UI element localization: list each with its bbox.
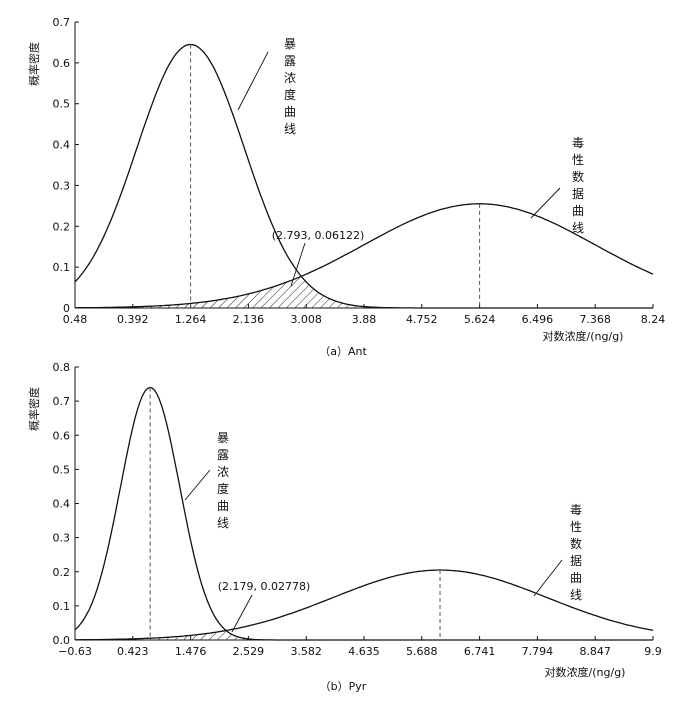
exposure-curve-label-char: 曲 xyxy=(217,499,229,513)
y-tick-label: 0.4 xyxy=(53,498,71,511)
exposure-curve-label-char: 度 xyxy=(284,87,296,102)
intersection-label: (2.793, 0.06122) xyxy=(272,229,365,242)
y-tick-label: 0.2 xyxy=(53,220,71,233)
x-axis-label: 对数浓度/(ng/g) xyxy=(545,665,626,679)
toxicity-curve-label-char: 数 xyxy=(570,536,582,551)
toxicity-curve-label-char: 性 xyxy=(572,153,584,167)
intersection-leader-line xyxy=(290,242,306,287)
x-tick-label: 0.392 xyxy=(117,313,149,326)
intersection-leader-line xyxy=(231,594,253,633)
x-tick-label: 2.136 xyxy=(233,313,265,326)
panel-caption: （a）Ant xyxy=(319,345,367,358)
toxicity-curve-label-char: 据 xyxy=(572,187,584,201)
toxicity-curve-label-char: 毒 xyxy=(572,136,584,150)
exposure-curve-label-char: 暴 xyxy=(217,431,229,445)
y-tick-label: 0.4 xyxy=(53,139,71,152)
x-tick-label: 6.741 xyxy=(464,645,496,658)
toxicity-leader-line xyxy=(530,187,561,219)
toxicity-curve xyxy=(75,569,654,641)
y-axis-label: 概率密度 xyxy=(27,42,41,86)
x-tick-label: 5.688 xyxy=(406,645,438,658)
exposure-curve-label-char: 浓 xyxy=(217,465,229,479)
toxicity-curve xyxy=(75,203,654,309)
chart-panel-1: 0.0 0.1 0.2 0.3 0.4 0.5 0.6 0.7 0.8 −0.63 0.423 1.4… xyxy=(27,361,662,693)
exposure-curve-label-char: 度 xyxy=(217,481,229,496)
x-tick-label: 7.794 xyxy=(522,645,554,658)
y-tick-label: 0.5 xyxy=(53,98,71,111)
exposure-curve-label-char: 线 xyxy=(284,122,296,136)
x-tick-label: 0.48 xyxy=(63,313,88,326)
exposure-leader-line xyxy=(237,51,269,111)
x-axis-label: 对数浓度/(ng/g) xyxy=(543,329,624,343)
y-tick-label: 0.5 xyxy=(53,463,71,476)
exposure-curve-label-char: 露 xyxy=(217,448,229,462)
y-tick-label: 0.3 xyxy=(53,532,71,545)
toxicity-curve-label-char: 线 xyxy=(572,221,584,235)
toxicity-curve-label-char: 曲 xyxy=(570,571,582,585)
overlap-area xyxy=(75,630,653,640)
toxicity-curve-label-char: 数 xyxy=(572,169,584,184)
x-tick-label: 2.529 xyxy=(233,645,265,658)
y-tick-label: 0.1 xyxy=(53,261,71,274)
exposure-curve-label-char: 浓 xyxy=(284,71,296,85)
x-tick-label: 5.624 xyxy=(464,313,496,326)
toxicity-curve-label-char: 曲 xyxy=(572,204,584,218)
y-tick-label: 0 xyxy=(63,302,70,315)
x-tick-label: 0.423 xyxy=(117,645,149,658)
y-tick-label: 0.6 xyxy=(53,57,71,70)
exposure-curve-label-char: 曲 xyxy=(284,105,296,119)
x-tick-label: 3.582 xyxy=(290,645,322,658)
x-tick-label: 9.9 xyxy=(644,645,662,658)
exposure-curve xyxy=(74,43,653,309)
x-tick-label: 7.368 xyxy=(579,313,611,326)
exposure-curve-label-char: 线 xyxy=(217,516,229,530)
panel-caption: （b）Pyr xyxy=(320,680,367,693)
intersection-label: (2.179, 0.02778) xyxy=(218,580,311,593)
x-tick-label: 1.264 xyxy=(175,313,207,326)
chart-panel-0: 0 0.1 0.2 0.3 0.4 0.5 0.6 0.7 0.48 0.392 1.264 2.13… xyxy=(27,16,665,358)
x-tick-label: 8.847 xyxy=(579,645,611,658)
y-tick-label: 0.8 xyxy=(53,361,71,374)
toxicity-leader-line xyxy=(533,559,563,597)
y-tick-label: 0.7 xyxy=(53,395,71,408)
x-tick-label: 4.635 xyxy=(348,645,380,658)
y-axis-label: 概率密度 xyxy=(27,387,41,431)
exposure-leader-line xyxy=(184,469,211,501)
overlap-area xyxy=(75,276,653,308)
exposure-curve-label-char: 露 xyxy=(284,54,296,68)
y-tick-label: 0.7 xyxy=(53,16,71,29)
x-tick-label: −0.63 xyxy=(58,645,92,658)
x-tick-label: 8.24 xyxy=(641,313,666,326)
x-tick-label: 4.752 xyxy=(406,313,438,326)
exposure-curve xyxy=(74,386,653,641)
y-tick-label: 0.2 xyxy=(53,566,71,579)
exposure-curve-label-char: 暴 xyxy=(284,37,296,51)
toxicity-curve-label-char: 线 xyxy=(570,588,582,602)
x-tick-label: 3.88 xyxy=(352,313,377,326)
y-tick-label: 0.1 xyxy=(53,600,71,613)
y-tick-label: 0.6 xyxy=(53,429,71,442)
toxicity-curve-label-char: 毒 xyxy=(570,503,582,517)
y-tick-label: 0.0 xyxy=(53,634,71,647)
toxicity-curve-label-char: 性 xyxy=(570,520,582,534)
toxicity-curve-label-char: 据 xyxy=(570,554,582,568)
x-tick-label: 3.008 xyxy=(290,313,322,326)
y-tick-label: 0.3 xyxy=(53,179,71,192)
x-tick-label: 1.476 xyxy=(175,645,207,658)
x-tick-label: 6.496 xyxy=(522,313,554,326)
